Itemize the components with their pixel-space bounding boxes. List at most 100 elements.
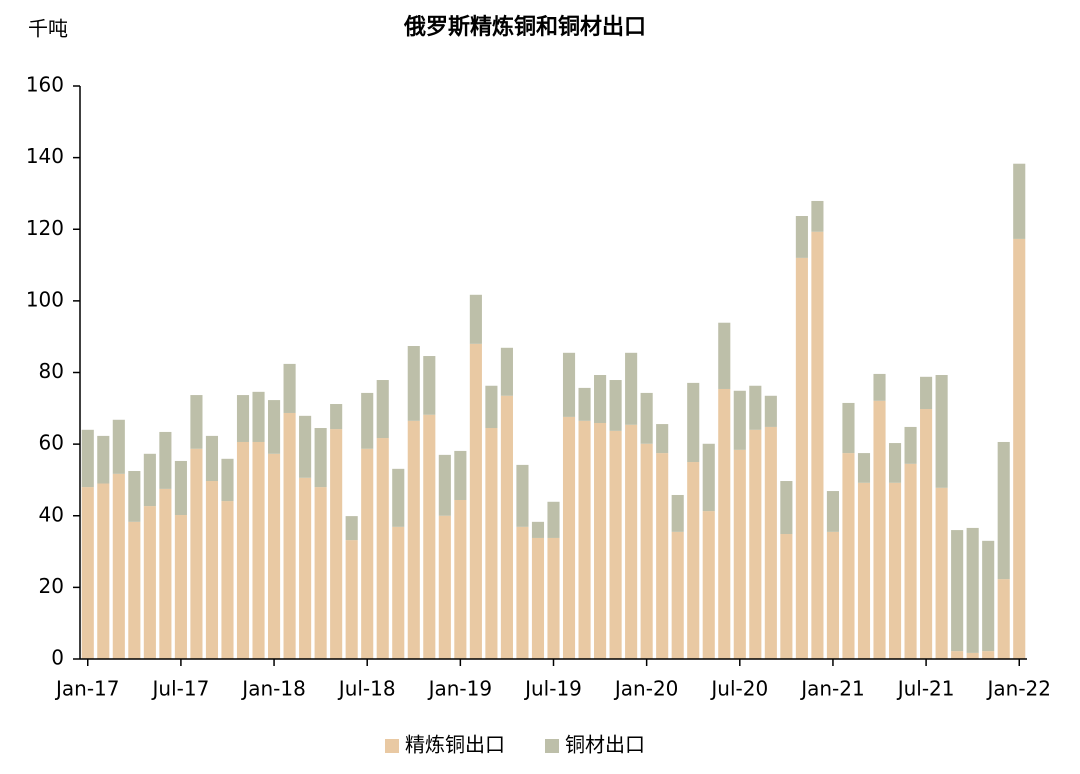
bar-segment xyxy=(982,651,995,659)
bar-segment xyxy=(733,449,746,659)
y-tick-label: 40 xyxy=(39,502,64,526)
bar-segment xyxy=(811,200,824,232)
bar-segment xyxy=(392,526,405,659)
y-tick-label: 120 xyxy=(26,216,64,240)
bar-segment xyxy=(190,448,203,659)
bar-segment xyxy=(438,515,451,659)
bar-segment xyxy=(842,402,855,454)
bar-segment xyxy=(888,443,902,483)
bar-segment xyxy=(423,356,436,415)
x-tick-label: Jan-17 xyxy=(54,677,120,701)
bar-segment xyxy=(966,652,979,659)
y-tick-label: 140 xyxy=(26,144,64,168)
legend-swatch xyxy=(385,739,399,753)
y-tick-label: 80 xyxy=(39,359,64,383)
bar-segment xyxy=(81,429,94,488)
y-tick-label: 60 xyxy=(39,431,64,455)
bar-segment xyxy=(376,438,389,659)
bar-segment xyxy=(392,468,405,527)
bar-segment xyxy=(128,470,141,522)
x-tick-label: Jan-21 xyxy=(799,677,865,701)
bar-segment xyxy=(764,426,777,659)
bar-segment xyxy=(780,481,793,535)
bar-segment xyxy=(128,521,141,659)
bar-segment xyxy=(625,424,638,659)
bar-segment xyxy=(997,441,1010,580)
bar-segment xyxy=(299,415,312,478)
bar-segment xyxy=(857,453,871,483)
bar-segment xyxy=(857,482,871,659)
bar-segment xyxy=(997,579,1010,659)
bar-segment xyxy=(951,530,964,652)
bar-segment xyxy=(314,487,327,659)
bar-segment xyxy=(112,419,125,474)
bar-segment xyxy=(702,511,715,659)
bar-segment xyxy=(531,521,545,538)
bar-segment xyxy=(236,395,250,442)
bar-segment xyxy=(221,501,234,659)
bar-segment xyxy=(299,477,312,659)
bar-segment xyxy=(252,441,265,659)
bar-segment xyxy=(562,416,576,659)
bar-segment xyxy=(656,453,669,659)
bar-segment xyxy=(345,516,358,541)
bar-segment xyxy=(252,391,265,442)
bar-segment xyxy=(500,347,513,396)
bar-segment xyxy=(842,453,855,659)
bar-segment xyxy=(1013,238,1026,659)
bar-segment xyxy=(469,294,482,344)
x-tick-label: Jan-20 xyxy=(613,677,679,701)
bar-segment xyxy=(982,540,995,652)
bar-segment xyxy=(174,460,187,516)
bar-segment xyxy=(516,464,529,527)
bar-segment xyxy=(454,450,467,500)
bar-segment xyxy=(547,501,560,538)
bar-segment xyxy=(904,463,917,659)
y-tick-label: 20 xyxy=(39,574,64,598)
bar-segment xyxy=(562,352,576,417)
y-tick-label: 100 xyxy=(26,287,64,311)
bar-segment xyxy=(531,537,545,659)
bar-segment xyxy=(640,392,653,444)
x-tick-label: Jan-19 xyxy=(427,677,493,701)
chart-title: 俄罗斯精炼铜和铜材出口 xyxy=(403,14,646,40)
legend-swatch xyxy=(545,739,559,753)
bar-segment xyxy=(97,483,110,659)
bar-segment xyxy=(485,385,498,429)
bar-segment xyxy=(640,443,653,659)
bar-segment xyxy=(609,380,622,431)
bar-segment xyxy=(143,453,156,507)
bar-segment xyxy=(190,395,203,449)
bar-segment xyxy=(205,481,219,659)
bar-segment xyxy=(345,540,358,659)
bar-segment xyxy=(500,395,513,659)
bar-segment xyxy=(966,527,979,653)
bar-segment xyxy=(236,441,250,659)
bar-segment xyxy=(1013,163,1026,239)
bar-segment xyxy=(376,380,389,439)
bar-segment xyxy=(702,443,715,512)
bar-segment xyxy=(330,404,343,430)
x-tick-label: Jul-19 xyxy=(523,677,582,701)
bar-segment xyxy=(594,422,607,659)
bar-segment xyxy=(97,435,110,484)
bar-segment xyxy=(547,537,560,659)
bar-segment xyxy=(826,491,839,532)
bar-segment xyxy=(935,375,948,488)
bar-segment xyxy=(438,454,451,516)
bar-segment xyxy=(749,385,762,430)
bar-segment xyxy=(920,376,933,410)
bar-segment xyxy=(920,409,933,659)
bar-segment xyxy=(330,429,343,659)
bar-segment xyxy=(671,531,684,659)
bar-segment xyxy=(283,363,296,413)
bar-segment xyxy=(687,382,700,463)
x-tick-label: Jul-20 xyxy=(709,677,768,701)
legend-label: 精炼铜出口 xyxy=(405,733,505,757)
bar-segment xyxy=(485,428,498,659)
bar-segment xyxy=(407,420,420,659)
legend-label: 铜材出口 xyxy=(565,733,645,757)
bar-segment xyxy=(221,458,234,502)
y-axis-unit: 千吨 xyxy=(28,17,68,41)
bar-segment xyxy=(283,412,296,659)
